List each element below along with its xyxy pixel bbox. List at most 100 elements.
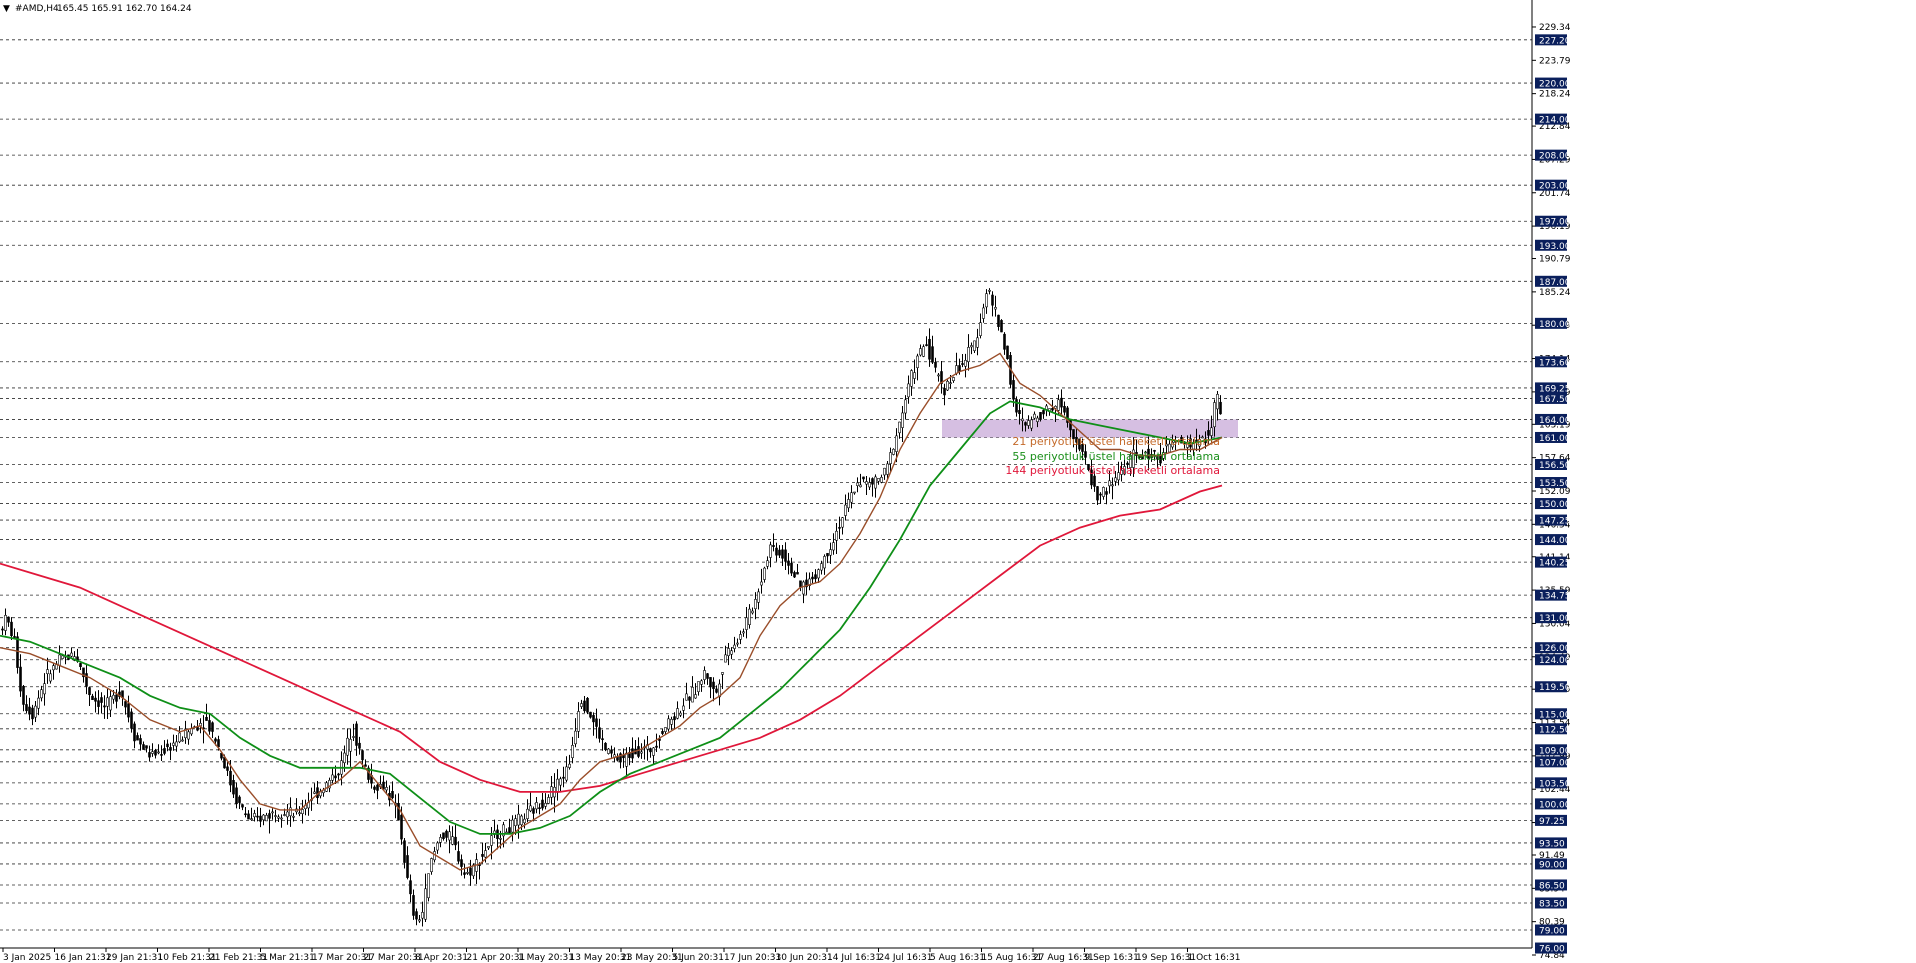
level-label-box xyxy=(1535,275,1567,287)
candle-body xyxy=(163,748,166,754)
candle-body xyxy=(1201,436,1204,439)
candle-body xyxy=(1051,408,1054,411)
candle-body xyxy=(1081,443,1084,452)
candle-body xyxy=(346,737,349,756)
candle-body xyxy=(751,610,754,614)
candle-body xyxy=(169,747,172,751)
time-tick-label: 21 Feb 21:31 xyxy=(209,953,268,963)
candle-body xyxy=(256,815,259,818)
candle-body xyxy=(421,912,424,919)
candle-body xyxy=(385,787,388,791)
candle-body xyxy=(4,615,7,631)
level-label: 97.25 xyxy=(1539,817,1565,827)
symbol-label: #AMD,H4 xyxy=(15,4,59,14)
candle-body xyxy=(742,631,745,634)
candle-body xyxy=(490,835,493,846)
candle-body xyxy=(97,700,100,707)
level-label-box xyxy=(1535,458,1567,470)
candle-body xyxy=(799,580,802,588)
candle-body xyxy=(745,617,748,630)
price-tick-label: 91.49 xyxy=(1539,851,1565,861)
candle-body xyxy=(886,463,889,475)
level-label: 161.00 xyxy=(1539,434,1571,444)
candle-body xyxy=(793,572,796,578)
candle-body xyxy=(106,697,109,707)
candle-body xyxy=(574,730,577,745)
candle-body xyxy=(772,545,775,547)
time-tick-label: 1 Oct 16:31 xyxy=(1188,953,1241,963)
level-label: 115.00 xyxy=(1539,710,1571,720)
candle-body xyxy=(88,687,91,696)
header-arrow-icon[interactable]: ▼ xyxy=(3,4,10,14)
candle-body xyxy=(790,562,793,574)
candle-body xyxy=(871,478,874,485)
candle-body xyxy=(1063,405,1066,413)
level-label-box xyxy=(1535,431,1567,443)
candle-body xyxy=(124,701,127,708)
level-label-box xyxy=(1535,382,1567,394)
candle-body xyxy=(301,809,304,814)
candle-body xyxy=(100,697,103,703)
level-label: 156.50 xyxy=(1539,461,1571,471)
candle-body xyxy=(697,681,700,692)
candle-body xyxy=(829,549,832,556)
candle-body xyxy=(190,728,193,735)
candle-body xyxy=(241,804,244,808)
candle-body xyxy=(7,616,10,623)
level-label: 83.50 xyxy=(1539,899,1565,909)
level-label: 109.00 xyxy=(1539,746,1571,756)
candle-body xyxy=(715,688,718,693)
candle-body xyxy=(709,677,712,688)
level-label: 167.50 xyxy=(1539,395,1571,405)
level-label-box xyxy=(1535,477,1567,489)
time-tick-label: 27 Aug 16:31 xyxy=(1033,953,1094,963)
candle-body xyxy=(529,805,532,812)
candle-body xyxy=(1036,417,1039,422)
candle-body xyxy=(1030,419,1033,429)
candle-body xyxy=(907,383,910,398)
level-label: 79.00 xyxy=(1539,927,1565,937)
candle-body xyxy=(1042,410,1045,415)
candle-body xyxy=(382,781,385,790)
candle-body xyxy=(49,673,52,682)
level-label-box xyxy=(1535,879,1567,891)
candle-body xyxy=(1033,413,1036,419)
candle-body xyxy=(577,711,580,732)
annotations: 21 periyotluk üstel hareketli ortalama 55… xyxy=(1005,435,1220,477)
candle-body xyxy=(712,681,715,689)
candle-body xyxy=(331,774,334,781)
candle-body xyxy=(667,718,670,730)
level-label-box xyxy=(1535,837,1567,849)
price-tick-label: 152.09 xyxy=(1539,487,1571,497)
level-label: 208.00 xyxy=(1539,152,1571,162)
candle-body xyxy=(580,703,583,707)
candle-body xyxy=(226,766,229,771)
candle-body xyxy=(1057,399,1060,411)
candle-body xyxy=(1054,405,1057,409)
candle-body xyxy=(964,360,967,367)
candle-body xyxy=(337,773,340,776)
candle-body xyxy=(655,745,658,748)
level-label: 169.25 xyxy=(1539,384,1571,394)
candle-body xyxy=(973,340,976,352)
candle-body xyxy=(481,853,484,857)
candle-body xyxy=(214,738,217,742)
candle-body xyxy=(160,754,163,756)
time-tick-label: 10 Feb 21:31 xyxy=(158,953,217,963)
candle-body xyxy=(43,683,46,695)
candle-body xyxy=(874,476,877,489)
candle-body xyxy=(16,636,19,668)
candle-body xyxy=(985,293,988,308)
candle-body xyxy=(82,667,85,678)
level-label: 100.00 xyxy=(1539,800,1571,810)
chart-header: ▼ #AMD,H4 165.45 165.91 162.70 164.24 xyxy=(3,4,192,14)
level-label-box xyxy=(1535,534,1567,546)
level-label-box xyxy=(1535,814,1567,826)
candle-body xyxy=(679,712,682,716)
candle-body xyxy=(154,749,157,756)
candle-body xyxy=(583,700,586,712)
candle-body xyxy=(538,807,541,809)
candle-body xyxy=(586,697,589,713)
